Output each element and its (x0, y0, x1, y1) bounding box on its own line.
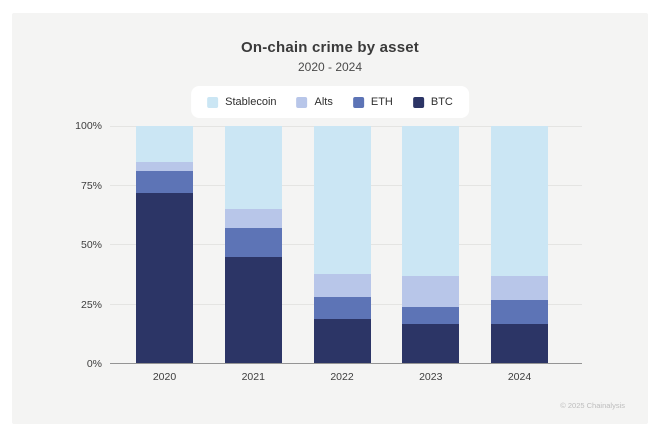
bar-2023 (402, 126, 460, 364)
bar-segment-stablecoin-2020 (136, 126, 193, 162)
x-tick-label-2023: 2023 (419, 371, 443, 383)
bar-segment-stablecoin-2022 (313, 126, 371, 274)
chart-title: On-chain crime by asset (240, 39, 419, 56)
bar-segment-stablecoin-2024 (491, 126, 548, 276)
bar-segment-stablecoin-2021 (224, 126, 282, 210)
x-tick-label-2022: 2022 (330, 371, 354, 383)
bar-segment-eth-2021 (224, 228, 282, 257)
bar-segment-eth-2024 (491, 299, 548, 324)
x-tick-label-2024: 2024 (507, 371, 532, 383)
legend-label-eth: ETH (370, 96, 393, 108)
bar-segment-alts-2021 (224, 209, 282, 229)
bar-segment-btc-2023 (402, 323, 460, 364)
bar-segment-eth-2020 (136, 171, 193, 193)
legend-swatch-btc (412, 96, 424, 108)
bar-segment-stablecoin-2023 (402, 126, 460, 276)
legend-item-btc: BTC (412, 96, 453, 108)
bar-2021 (224, 126, 282, 364)
y-tick-label-50: 50% (80, 239, 102, 251)
chart-subtitle: 2020 - 2024 (297, 60, 363, 74)
legend-item-alts: Alts (296, 96, 333, 108)
bar-segment-alts-2022 (313, 273, 371, 298)
legend-swatch-eth (352, 96, 364, 108)
plot-area: 2020 2021 2022 2023 2024 0% 25% 50% 75% 100% (75, 120, 582, 383)
chart-card: On-chain crime by asset 2020 - 2024 Stab… (12, 13, 648, 424)
bar-segment-btc-2024 (491, 323, 548, 364)
legend-label-stablecoin: Stablecoin (225, 96, 277, 108)
bar-segment-btc-2021 (224, 256, 282, 364)
bar-2022 (313, 126, 371, 364)
legend-label-alts: Alts (314, 96, 333, 108)
x-tick-label-2021: 2021 (241, 371, 265, 383)
x-axis-line (110, 363, 582, 364)
bar-segment-eth-2023 (402, 306, 460, 324)
y-tick-label-100: 100% (75, 120, 102, 132)
bar-segment-alts-2020 (136, 161, 193, 172)
bar-2020 (136, 126, 193, 364)
bar-segment-btc-2022 (313, 318, 371, 364)
x-tick-label-2020: 2020 (152, 371, 177, 383)
x-labels: 2020 2021 2022 2023 2024 (110, 364, 582, 383)
legend: Stablecoin Alts ETH BTC (191, 86, 469, 118)
copyright-note: © 2025 Chainalysis (560, 401, 625, 410)
legend-swatch-stablecoin (207, 96, 219, 108)
y-tick-label-25: 25% (80, 298, 102, 311)
y-tick-label-75: 75% (80, 179, 102, 192)
bar-segment-alts-2024 (491, 275, 548, 300)
legend-item-stablecoin: Stablecoin (207, 96, 277, 108)
bars (110, 126, 582, 364)
bar-segment-btc-2020 (136, 192, 193, 364)
legend-item-eth: ETH (352, 96, 393, 108)
legend-label-btc: BTC (430, 96, 453, 108)
bar-segment-eth-2022 (313, 297, 371, 319)
y-tick-label-0: 0% (86, 358, 102, 370)
bar-segment-alts-2023 (402, 275, 460, 307)
legend-swatch-alts (296, 96, 308, 108)
bar-2024 (491, 126, 548, 364)
